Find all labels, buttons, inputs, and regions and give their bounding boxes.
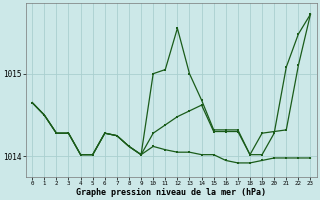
X-axis label: Graphe pression niveau de la mer (hPa): Graphe pression niveau de la mer (hPa): [76, 188, 266, 197]
